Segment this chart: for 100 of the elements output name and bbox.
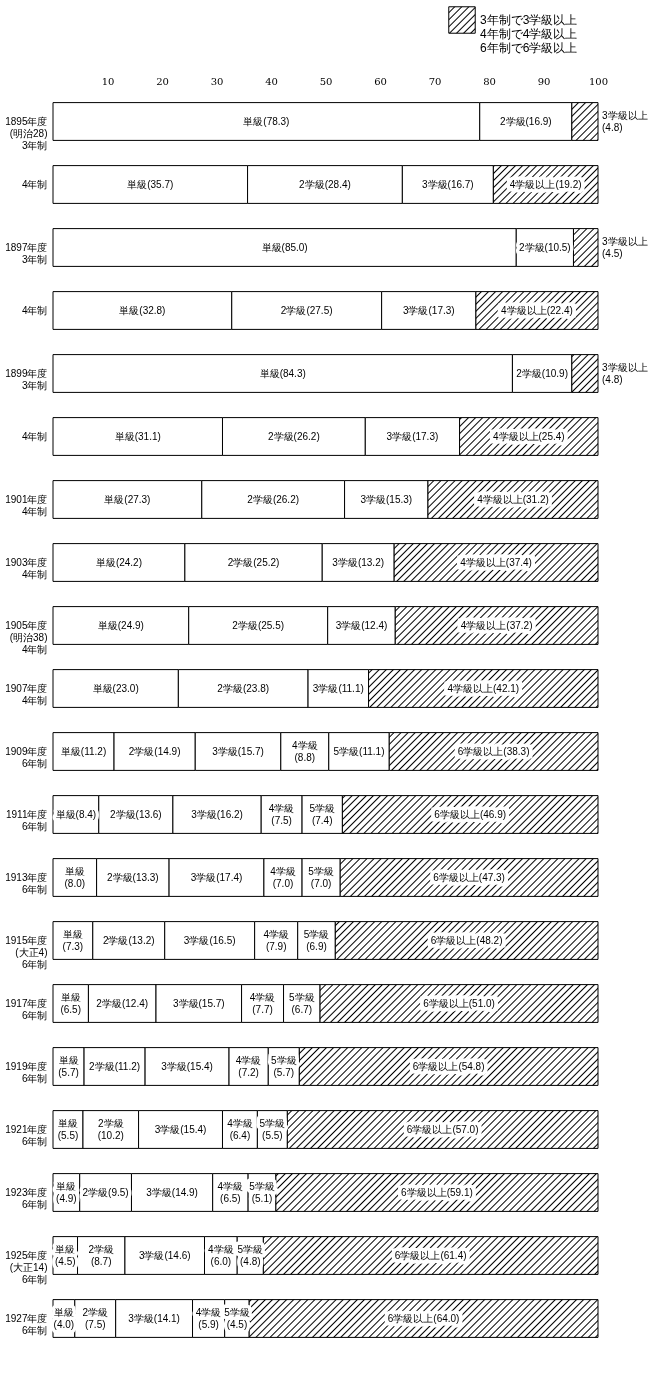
data-label: 5学級(6.9) [303,928,330,952]
data-label: 2学級(10.5) [519,241,571,253]
data-label: 単級(5.7) [58,1054,79,1078]
y-tick-label: 4年制 [21,430,48,442]
y-tick-label: 1915年度 (大正4) 6年制 [5,934,48,970]
x-tick-label: 50 [319,75,333,87]
data-label: 2学級(26.2) [247,493,300,505]
data-label: 単級(6.5) [60,991,81,1015]
data-label: 6学級以上(38.3) [457,745,530,757]
data-label: 単級(85.0) [261,241,308,253]
data-label: 4学級(8.8) [292,739,318,763]
data-label: 5学級(4.8) [237,1243,264,1267]
y-tick-label: 4年制 [21,304,48,316]
data-label: 単級(5.5) [57,1117,79,1141]
y-tick-label: 1909年度 6年制 [5,745,48,769]
data-label: 単級(24.2) [95,556,143,568]
data-label: 6学級以上(57.0) [406,1123,479,1135]
data-label: 2学級(9.5) [82,1186,129,1198]
y-tick-label: 1903年度 4年制 [5,556,48,580]
data-label: 単級(31.1) [114,430,161,442]
x-tick-label: 70 [428,75,442,87]
data-label: 単級(8.4) [55,808,97,820]
data-label: 単級(4.5) [54,1243,76,1267]
x-tick-label: 90 [537,75,551,87]
data-label: 2学級(13.3) [107,871,159,883]
data-label: 2学級(23.8) [217,682,270,694]
data-label: 4学級以上(31.2) [477,493,549,505]
data-label: 2学級(25.5) [232,619,285,631]
data-label: 3学級以上(4.8) [602,109,648,133]
y-tick-label: 1905年度 (明治38) 4年制 [5,619,48,655]
data-label: 3学級(14.6) [138,1249,191,1261]
data-label: 単級(7.3) [62,928,84,952]
y-tick-label: 1919年度 6年制 [5,1060,48,1084]
data-label: 4学級以上(19.2) [509,178,582,190]
data-label: 5学級(7.4) [309,802,336,826]
data-label: 6学級以上(59.1) [401,1186,473,1198]
data-label: 単級(24.9) [97,619,144,631]
y-tick-label: 4年制 [21,178,48,190]
y-tick-label: 1899年度 3年制 [5,367,48,391]
x-tick-label: 100 [588,75,609,87]
data-label: 6学級以上(54.8) [412,1060,485,1072]
y-tick-label: 1927年度 6年制 [5,1312,48,1336]
x-tick-label: 10 [101,75,115,87]
data-label: 3学級(15.4) [154,1123,207,1135]
data-label: 3学級(16.2) [191,808,243,820]
y-tick-label: 1913年度 6年制 [5,871,48,895]
x-tick-label: 80 [483,75,496,87]
data-label: 2学級(13.6) [110,808,162,820]
data-label: 6学級以上(46.9) [434,808,507,820]
data-label: 単級(35.7) [127,178,174,190]
data-label: 2学級(27.5) [280,304,333,316]
data-label: 3学級(15.4) [161,1060,213,1072]
data-label: 4学級(6.5) [217,1180,244,1204]
data-label: 3学級(11.1) [312,682,364,694]
y-tick-label: 1901年度 4年制 [5,493,48,517]
y-tick-label: 1897年度 3年制 [5,241,48,265]
data-label: 単級(4.0) [53,1306,75,1330]
data-label: 2学級(10.2) [97,1117,124,1141]
data-label: 4学級以上(22.4) [501,304,573,316]
data-label: 2学級(14.9) [128,745,181,757]
data-label: 3学級以上(4.8) [602,361,648,385]
data-label: 4学級(5.9) [195,1306,222,1330]
data-label: 4学級(7.5) [268,802,295,826]
data-label: 2学級(28.4) [299,178,351,190]
data-label: 3学級(13.2) [332,556,385,568]
y-tick-label: 1925年度 (大正14) 6年制 [5,1249,48,1285]
y-tick-label: 1921年度 6年制 [5,1123,48,1147]
data-label: 単級(4.9) [56,1180,77,1204]
data-label: 単級(11.2) [60,745,107,757]
data-label: 3学級(16.5) [183,934,236,946]
data-label: 3学級(17.4) [190,871,243,883]
data-label: 単級(84.3) [259,367,306,379]
data-label: 3学級(15.3) [360,493,413,505]
data-label: 5学級(7.0) [308,865,334,889]
data-label: 単級(32.8) [119,304,166,316]
data-label: 4学級以上(25.4) [492,430,565,442]
data-label: 5学級(11.1) [333,745,385,757]
data-label: 3学級以上(4.5) [602,235,648,259]
data-label: 5学級(5.7) [271,1054,297,1078]
y-tick-label: 1923年度 6年制 [5,1186,48,1210]
data-label: 2学級(8.7) [88,1243,115,1267]
data-label: 4学級(6.0) [208,1243,234,1267]
data-label: 4学級以上(37.2) [460,619,533,631]
data-label: 2学級(16.9) [499,115,552,127]
data-label: 2学級(12.4) [96,997,149,1009]
x-tick-label: 30 [210,75,224,87]
data-label: 3学級(15.7) [212,745,264,757]
data-label: 2学級(26.2) [268,430,320,442]
x-tick-label: 20 [156,75,169,87]
data-label: 単級(8.0) [64,865,86,889]
data-label: 単級(78.3) [243,115,290,127]
data-label: 5学級(5.1) [249,1180,275,1204]
data-label: 3学級(14.1) [128,1312,180,1324]
data-label: 3学級(15.7) [172,997,225,1009]
data-label: 2学級(11.2) [89,1060,141,1072]
data-label: 単級(27.3) [104,493,151,505]
data-label: 5学級(6.7) [289,991,315,1015]
data-label: 6学級以上(61.4) [394,1249,467,1261]
data-label: 2学級(25.2) [227,556,280,568]
data-label: 3学級(17.3) [402,304,455,316]
